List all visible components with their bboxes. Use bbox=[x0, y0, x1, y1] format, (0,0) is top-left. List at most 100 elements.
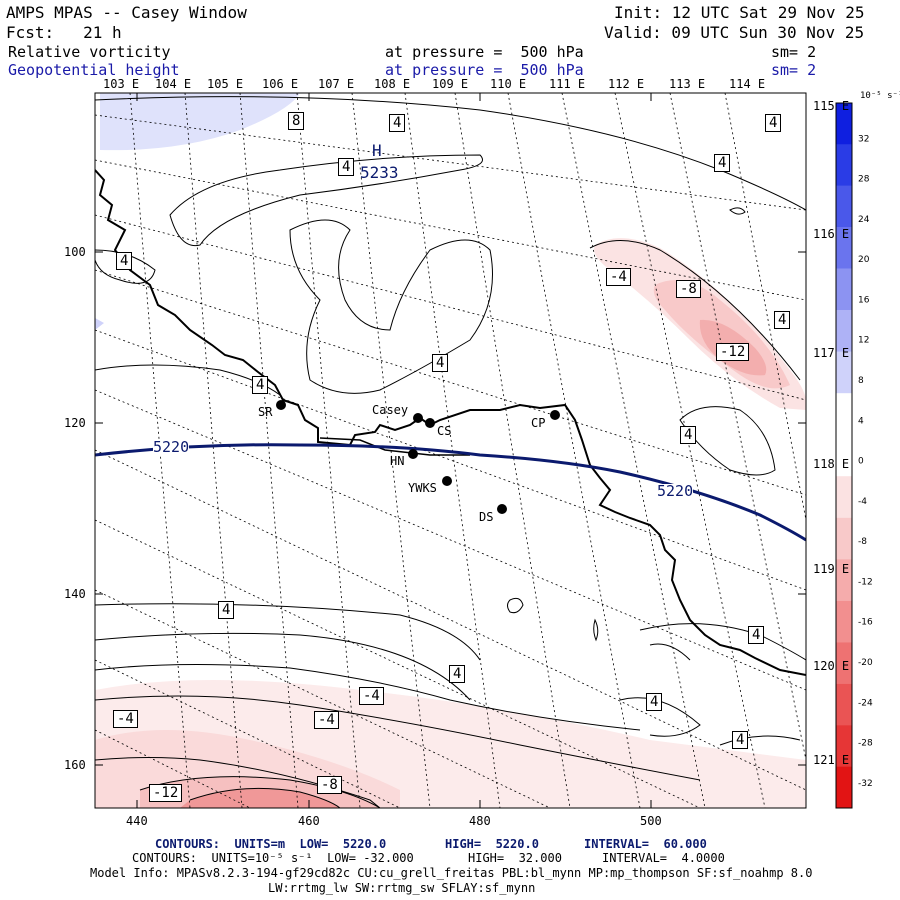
colorbar-label: 4 bbox=[858, 416, 864, 426]
colorbar-swatch bbox=[836, 642, 852, 684]
station-SR bbox=[276, 400, 286, 410]
station-label: CS bbox=[437, 424, 452, 438]
colorbar-label: 12 bbox=[858, 336, 869, 346]
station-Casey bbox=[413, 413, 423, 423]
vorticity-label: 4 bbox=[338, 158, 355, 176]
vorticity-label: 4 bbox=[732, 731, 749, 749]
vorticity-label: 4 bbox=[774, 311, 791, 329]
lon-label: 112 E bbox=[608, 77, 645, 91]
colorbar-swatch bbox=[836, 725, 852, 767]
vorticity-label: 8 bbox=[288, 112, 305, 130]
vorticity-label: 4 bbox=[218, 601, 235, 619]
forecast-hour: Fcst: 21 h bbox=[6, 23, 122, 42]
vorticity-label: -12 bbox=[716, 343, 750, 361]
vorticity-label: -8 bbox=[676, 280, 701, 298]
vorticity-label: -4 bbox=[113, 710, 138, 728]
colorbar-swatch bbox=[836, 351, 852, 394]
vorticity-label: 4 bbox=[680, 426, 697, 444]
colorbar-label: -24 bbox=[858, 698, 873, 708]
lat-lon-grid bbox=[95, 93, 806, 808]
model-info: Model Info: MPASv8.2.3-194-gf29cd82c CU:… bbox=[90, 866, 813, 880]
colorbar-label: 8 bbox=[858, 376, 864, 386]
colorbar-label: 16 bbox=[858, 295, 870, 305]
y-tick-label: 140 bbox=[64, 587, 86, 601]
valid-time: Valid: 09 UTC Sun 30 Nov 25 bbox=[604, 23, 865, 42]
vorticity-contour-info: CONTOURS: UNITS=10⁻⁵ s⁻¹ LOW= -32.000 bbox=[132, 851, 414, 865]
colorbar-swatch bbox=[836, 766, 852, 808]
coastline-inner bbox=[319, 437, 470, 456]
x-tick-label: 500 bbox=[640, 814, 662, 828]
field2-smoothing: sm= 2 bbox=[771, 61, 817, 79]
chart-title: AMPS MPAS -- Casey Window bbox=[6, 3, 247, 22]
station-DS bbox=[497, 504, 507, 514]
lon-label: 113 E bbox=[669, 77, 706, 91]
colorbar-swatch bbox=[836, 393, 852, 435]
height-contour-5220 bbox=[95, 443, 806, 542]
colorbar-label: -12 bbox=[858, 577, 873, 587]
colorbar-label: 32 bbox=[858, 134, 869, 144]
colorbar-label: -32 bbox=[858, 779, 873, 789]
vorticity-label: 4 bbox=[116, 252, 133, 270]
colorbar-swatch bbox=[836, 185, 852, 228]
lon-label: 103 E bbox=[103, 77, 140, 91]
y-tick-label: 160 bbox=[64, 758, 86, 772]
station-CS bbox=[425, 418, 435, 428]
vorticity-label: -4 bbox=[606, 268, 631, 286]
field2-level: at pressure = 500 hPa bbox=[385, 61, 584, 79]
station-label: HN bbox=[390, 454, 405, 468]
colorbar-labels: 32 28 24 20 16 12 8 4 0 -4 -8 -12 -16 -20 -24 -28 -32 bbox=[858, 134, 873, 789]
station-markers bbox=[276, 400, 560, 514]
colorbar-swatch bbox=[836, 434, 852, 477]
vorticity-label: 4 bbox=[389, 114, 406, 132]
station-label: SR bbox=[258, 405, 273, 419]
vorticity-label: 4 bbox=[432, 354, 449, 372]
colorbar-frame bbox=[835, 102, 853, 809]
height-contour-label: 5220 bbox=[153, 438, 190, 456]
lon-label-right: 118 E bbox=[813, 457, 850, 471]
lon-label-right: 119 E bbox=[813, 562, 850, 576]
height-contour-interval: INTERVAL= 60.000 bbox=[584, 837, 707, 851]
lon-label: 114 E bbox=[729, 77, 766, 91]
vorticity-contour-interval: INTERVAL= 4.0000 bbox=[602, 851, 725, 865]
positive-vorticity-area bbox=[100, 93, 300, 151]
station-label: YWKS bbox=[408, 481, 437, 495]
field1-name: Relative vorticity bbox=[8, 43, 171, 61]
height-contour-high: HIGH= 5220.0 bbox=[445, 837, 539, 851]
field2-name: Geopotential height bbox=[8, 61, 180, 79]
colorbar-label: -16 bbox=[858, 618, 873, 628]
vorticity-label: -8 bbox=[317, 776, 342, 794]
plot-frame bbox=[94, 92, 807, 809]
vorticity-label: -12 bbox=[149, 784, 183, 802]
colorbar-unit: 10⁻⁵ s⁻¹ bbox=[860, 91, 900, 101]
station-HN bbox=[408, 449, 418, 459]
vorticity-label: 4 bbox=[748, 626, 765, 644]
colorbar-label: 0 bbox=[858, 457, 864, 467]
colorbar-swatch bbox=[836, 476, 852, 518]
height-contour-label: 5220 bbox=[657, 482, 694, 500]
station-CP bbox=[550, 410, 560, 420]
vorticity-label: 4 bbox=[252, 376, 269, 394]
x-tick-label: 460 bbox=[298, 814, 320, 828]
colorbar bbox=[835, 102, 853, 809]
vorticity-label: 4 bbox=[646, 693, 663, 711]
colorbar-label: -4 bbox=[858, 497, 867, 507]
colorbar-swatch bbox=[836, 559, 852, 601]
colorbar-swatch bbox=[836, 268, 852, 311]
high-marker: H bbox=[372, 141, 382, 160]
field1-smoothing: sm= 2 bbox=[771, 43, 817, 61]
lon-label-right: 116 E bbox=[813, 227, 850, 241]
colorbar-swatch bbox=[836, 103, 852, 145]
x-tick-label: 480 bbox=[469, 814, 491, 828]
model-info-2: LW:rrtmg_lw SW:rrtmg_sw SFLAY:sf_mynn bbox=[268, 881, 536, 895]
vorticity-label: 4 bbox=[449, 665, 466, 683]
lon-label: 107 E bbox=[318, 77, 355, 91]
colorbar-swatch bbox=[836, 517, 852, 560]
lon-label: 104 E bbox=[155, 77, 192, 91]
x-tick-label: 440 bbox=[126, 814, 148, 828]
field1-level: at pressure = 500 hPa bbox=[385, 43, 584, 61]
vorticity-contour-high: HIGH= 32.000 bbox=[468, 851, 562, 865]
colorbar-label: 28 bbox=[858, 175, 870, 185]
y-tick-label: 100 bbox=[64, 245, 86, 259]
vorticity-label: -4 bbox=[314, 711, 339, 729]
vorticity-label: 4 bbox=[714, 154, 731, 172]
